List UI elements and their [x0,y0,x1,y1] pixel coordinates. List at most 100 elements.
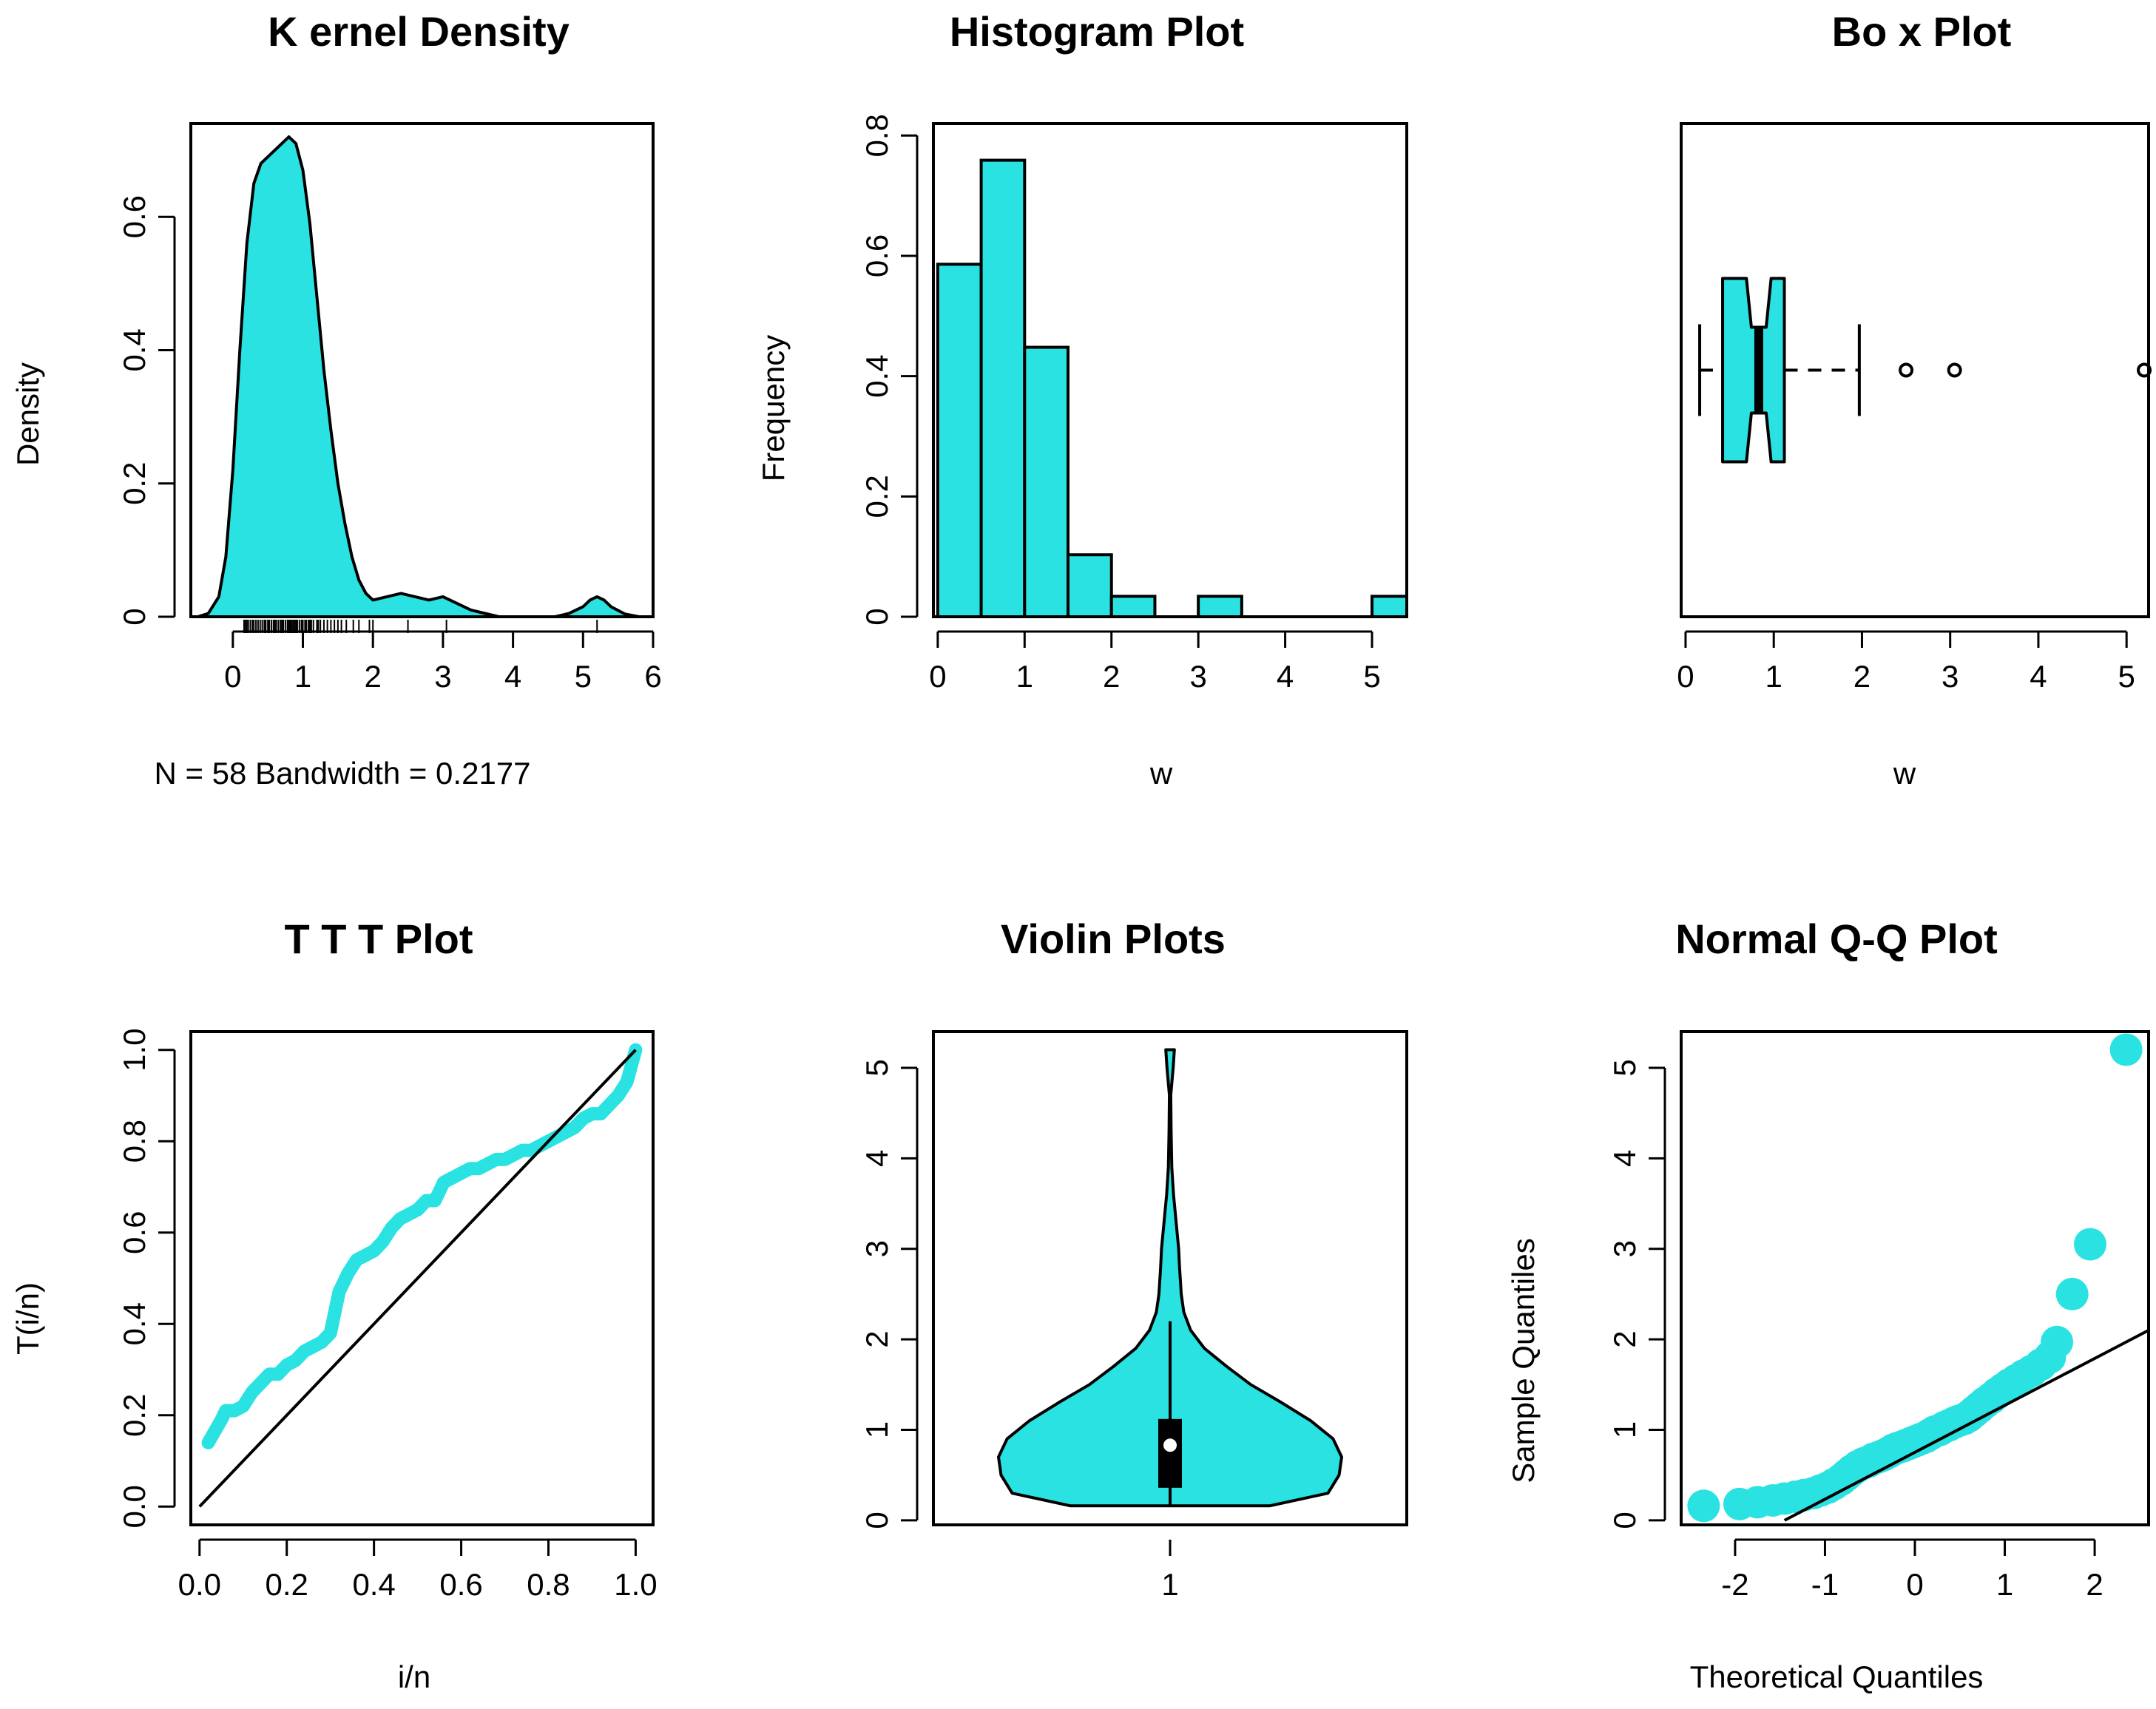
ttt-y-tick-label: 0.2 [117,1394,152,1437]
qq-point [2055,1277,2089,1310]
qq-reference-line [1783,1329,2149,1522]
qq-ylabel: Sample Quantiles [1506,1238,1541,1483]
qq-x-tick-label: 0 [1906,1567,1923,1602]
boxplot-title: Bo x Plot [1832,8,2012,55]
qq-point [2074,1228,2106,1261]
qq-point [2041,1325,2074,1358]
qq-frame [1680,1030,2150,1526]
qq-y-tick-label: 2 [1607,1330,1642,1347]
ttt-title: T T T Plot [284,916,473,962]
histogram-x-tick-label: 4 [1277,659,1294,694]
violin-shape [997,1048,1343,1508]
qq-x-tick-label: -2 [1721,1567,1748,1602]
boxplot-outlier [1899,362,1914,378]
qq-x-tick-label: 1 [1996,1567,2013,1602]
kde-density-curve [196,135,641,618]
kde-x-tick-label: 4 [504,659,521,694]
boxplot-outlier [2137,362,2152,378]
histogram-x-tick-label: 5 [1363,659,1380,694]
ttt-y-tick-label: 0.8 [117,1120,152,1163]
qq-y-tick-label: 0 [1607,1512,1642,1529]
violin-panel: 1 0 1 2 3 4 5 [859,1030,1408,1602]
boxplot-frame [1680,122,2150,618]
ttt-frame [189,1030,655,1526]
boxplot-xlabel: w [1893,756,1916,791]
histogram-bar [979,158,1027,618]
ttt-diagonal [198,1049,637,1508]
histogram-x-tick-label: 1 [1016,659,1033,694]
histogram-bar [1109,595,1157,618]
histogram-bar [1067,553,1113,619]
histogram-bar [1197,595,1243,618]
violin-y-tick-label: 1 [859,1421,894,1438]
kde-x-tick-label: 3 [434,659,451,694]
kde-frame [189,122,655,618]
qq-x-tick-label: 2 [2086,1567,2103,1602]
histogram-panel: 0 1 2 3 4 5 0 0.2 0.4 0.6 0.8 [859,114,1408,694]
qq-y-tick-label: 3 [1607,1240,1642,1257]
histogram-ylabel: Frequency [756,335,791,481]
kde-x-tick-label: 1 [294,659,311,694]
ttt-x-tick-label: 1.0 [614,1567,657,1602]
histogram-x-tick-label: 0 [929,659,946,694]
qq-panel: -2 -1 0 1 2 0 1 2 3 4 5 [1607,1030,2150,1602]
qq-title: Normal Q-Q Plot [1675,916,1998,962]
histogram-xlabel: w [1149,756,1173,791]
histogram-y-tick-label: 0 [859,608,894,625]
ttt-ylabel: T(i/n) [10,1282,45,1355]
ttt-panel: 0.0 0.2 0.4 0.6 0.8 1.0 0.0 0.2 0.4 0.6 0.8 1.0 [117,1029,658,1602]
qq-y-tick-label: 4 [1607,1150,1642,1167]
kde-panel: 0 1 2 3 4 5 6 0 0.2 0.4 0.6 [117,122,662,694]
ttt-y-tick-label: 1.0 [117,1029,152,1072]
ttt-xlabel: i/n [398,1659,430,1694]
boxplot-x-tick-label: 5 [2118,659,2135,694]
histogram-x-tick-label: 2 [1103,659,1120,694]
violin-y-tick-label: 3 [859,1240,894,1257]
kde-y-tick-label: 0 [117,608,152,625]
ttt-y-tick-label: 0.6 [117,1211,152,1254]
violin-frame [932,1030,1408,1526]
ttt-curve [201,1043,643,1449]
violin-iqr-box [1158,1418,1182,1488]
kde-x-tick-label: 2 [365,659,382,694]
boxplot-x-tick-label: 0 [1677,659,1694,694]
boxplot-x-tick-label: 3 [1942,659,1959,694]
kde-x-tick-label: 6 [644,659,661,694]
kde-y-tick-label: 0.4 [117,328,152,371]
qq-y-tick-label: 1 [1607,1421,1642,1438]
qq-y-tick-label: 5 [1607,1059,1642,1076]
kde-x-tick-label: 5 [575,659,592,694]
boxplot-outlier [1947,362,1962,378]
histogram-y-tick-label: 0.2 [859,475,894,518]
histogram-bar [1023,345,1070,618]
violin-y-tick-label: 0 [859,1512,894,1529]
violin-x-tick-label: 1 [1161,1567,1178,1602]
histogram-title: Histogram Plot [950,8,1244,55]
violin-title: Violin Plots [1001,916,1226,962]
kde-title: K ernel Density [268,8,570,55]
ttt-x-tick-label: 0.0 [178,1567,221,1602]
histogram-y-tick-label: 0.4 [859,354,894,397]
histogram-y-tick-label: 0.6 [859,234,894,277]
kde-y-tick-label: 0.2 [117,462,152,505]
ttt-y-tick-label: 0.4 [117,1302,152,1345]
kde-xlabel: N = 58 Bandwidth = 0.2177 [154,756,530,791]
kde-y-tick-label: 0.6 [117,195,152,238]
histogram-y-tick-label: 0.8 [859,114,894,157]
boxplot-notched-box [1721,277,1786,464]
ttt-y-tick-label: 0.0 [117,1485,152,1528]
kde-x-tick-label: 0 [224,659,241,694]
ttt-x-tick-label: 0.6 [439,1567,482,1602]
qq-x-tick-label: -1 [1811,1567,1839,1602]
boxplot-panel: 0 1 2 3 4 5 [1677,122,2152,694]
violin-y-tick-label: 5 [859,1059,894,1076]
histogram-bar [936,263,983,618]
boxplot-x-tick-label: 2 [1853,659,1871,694]
kde-ylabel: Density [10,362,45,466]
histogram-frame [932,122,1408,618]
histogram-bar [1371,595,1408,618]
qq-xlabel: Theoretical Quantiles [1690,1659,1984,1694]
qq-point [1687,1489,1720,1523]
qq-point [2109,1033,2143,1066]
